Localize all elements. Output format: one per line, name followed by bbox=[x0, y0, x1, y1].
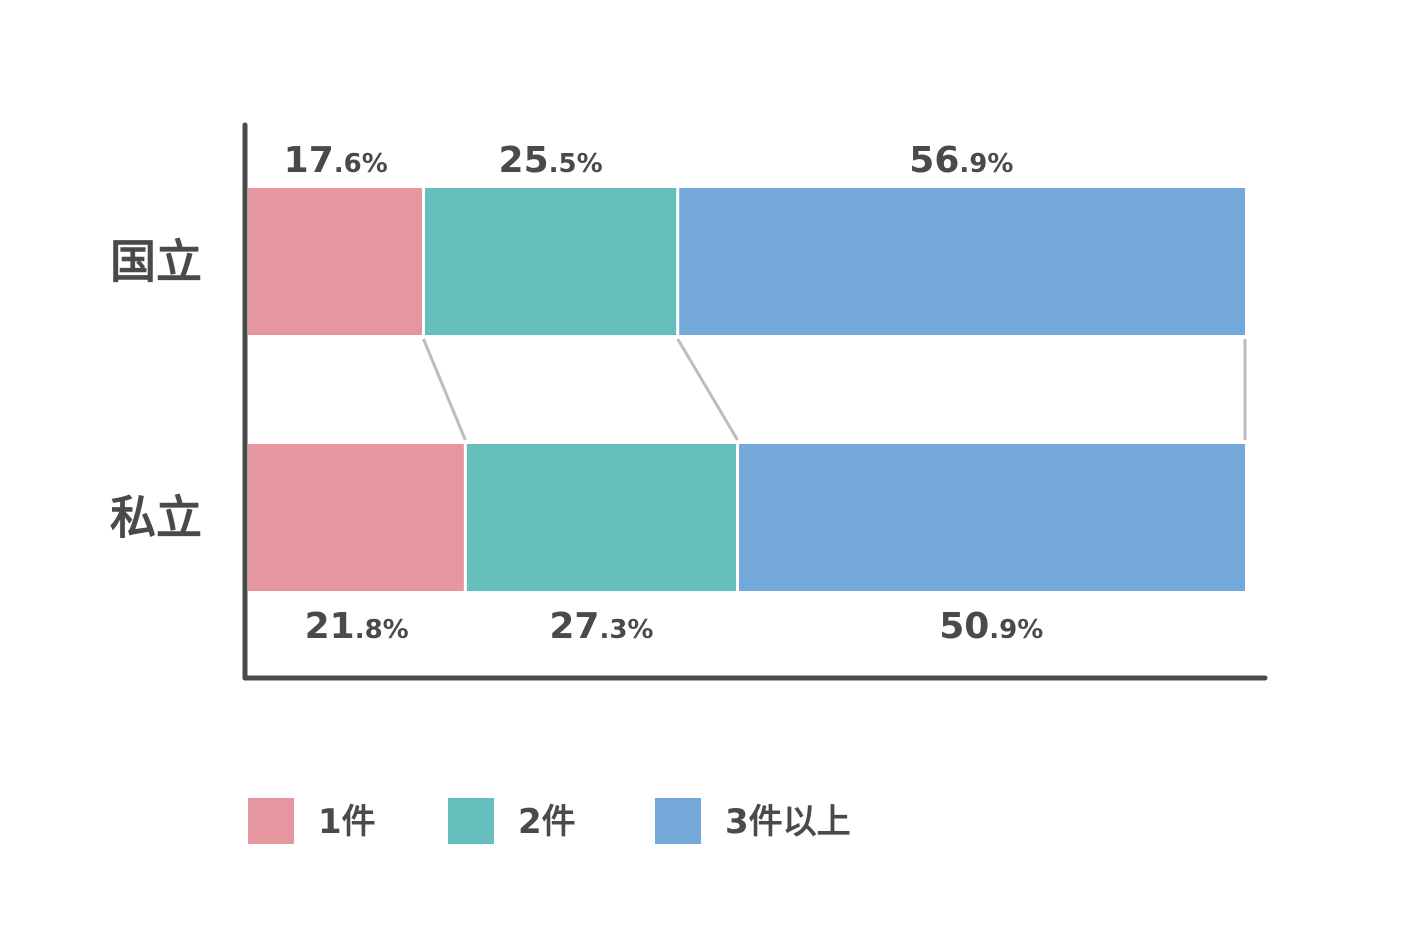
data-label: 17.6% bbox=[284, 140, 388, 181]
legend-swatch bbox=[248, 798, 294, 844]
bar-segment bbox=[248, 188, 422, 335]
legend-item: 2件 bbox=[448, 798, 576, 844]
data-label: 25.5% bbox=[499, 140, 603, 181]
legend-item: 3件以上 bbox=[655, 798, 851, 844]
category-label: 国立 bbox=[110, 235, 202, 289]
connectors-layer bbox=[422, 338, 1247, 441]
bar-segment bbox=[466, 444, 737, 591]
data-label: 21.8% bbox=[305, 606, 409, 647]
data-label: 56.9% bbox=[909, 140, 1013, 181]
legend-label: 3件以上 bbox=[725, 802, 851, 842]
axes-layer bbox=[242, 122, 1268, 681]
legend-label: 1件 bbox=[318, 802, 376, 842]
legend-label: 2件 bbox=[518, 802, 576, 842]
data-label: 27.3% bbox=[549, 606, 653, 647]
labels-layer: 17.6% 25.5% 56.9% 国立 21.8% 27.3% 50.9% 私立 bbox=[110, 140, 1043, 647]
legend-swatch bbox=[448, 798, 494, 844]
legend-item: 1件 bbox=[248, 798, 376, 844]
legend-swatch bbox=[655, 798, 701, 844]
bar-segment bbox=[679, 188, 1245, 335]
connector-line bbox=[422, 338, 467, 441]
bars-layer bbox=[248, 188, 1245, 591]
legend: 1件 2件 3件以上 bbox=[248, 798, 851, 844]
bar-segment bbox=[739, 444, 1245, 591]
bar-segment bbox=[424, 188, 677, 335]
bar-segment bbox=[248, 444, 464, 591]
data-label: 50.9% bbox=[939, 606, 1043, 647]
category-label: 私立 bbox=[110, 491, 202, 545]
connector-line bbox=[676, 338, 739, 441]
